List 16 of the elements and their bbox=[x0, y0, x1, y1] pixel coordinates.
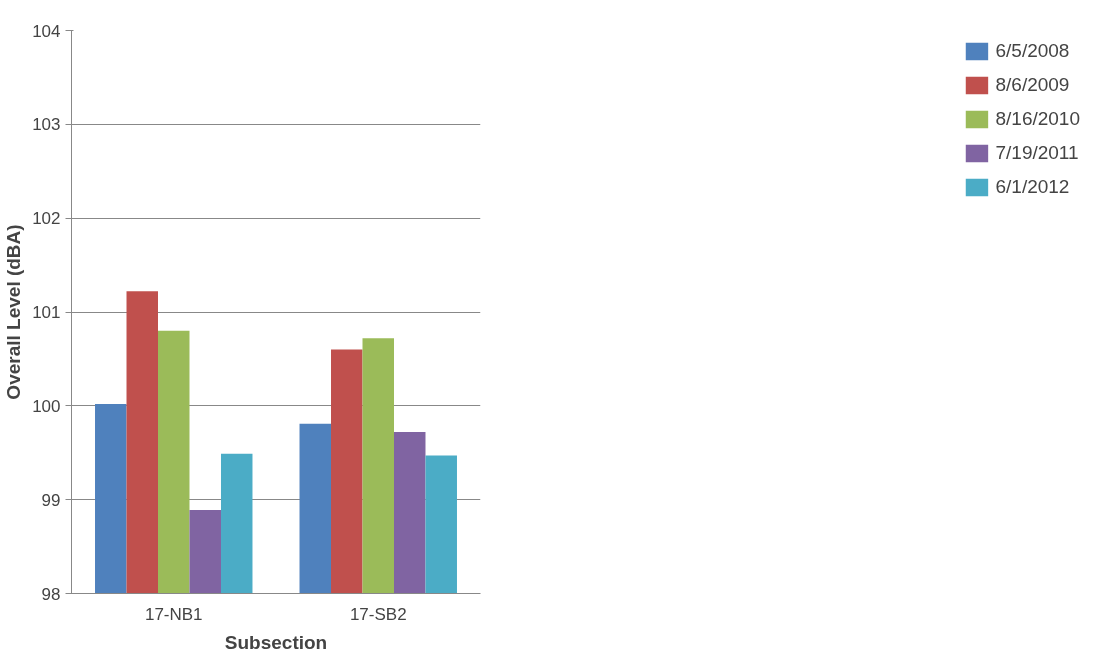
y-tick-label: 103 bbox=[32, 115, 61, 135]
legend-label: 7/19/2011 bbox=[995, 142, 1079, 164]
y-tick-label: 99 bbox=[41, 490, 61, 510]
legend-label: 6/1/2012 bbox=[995, 176, 1070, 198]
x-tick-label: 17-SB2 bbox=[349, 604, 407, 624]
legend-label: 8/16/2010 bbox=[995, 108, 1080, 130]
y-axis-title: Overall Level (dBA) bbox=[3, 224, 25, 400]
legend-label: 6/5/2008 bbox=[995, 40, 1070, 62]
y-tick-label: 98 bbox=[41, 584, 61, 604]
legend-label: 8/6/2009 bbox=[995, 74, 1070, 96]
y-tick-label: 100 bbox=[32, 396, 61, 416]
x-axis-title: Subsection bbox=[224, 631, 328, 653]
y-tick-label: 104 bbox=[32, 21, 61, 41]
y-tick-label: 102 bbox=[32, 209, 61, 229]
y-tick-label: 101 bbox=[32, 303, 61, 322]
x-tick-label: 17-NB1 bbox=[144, 604, 203, 624]
